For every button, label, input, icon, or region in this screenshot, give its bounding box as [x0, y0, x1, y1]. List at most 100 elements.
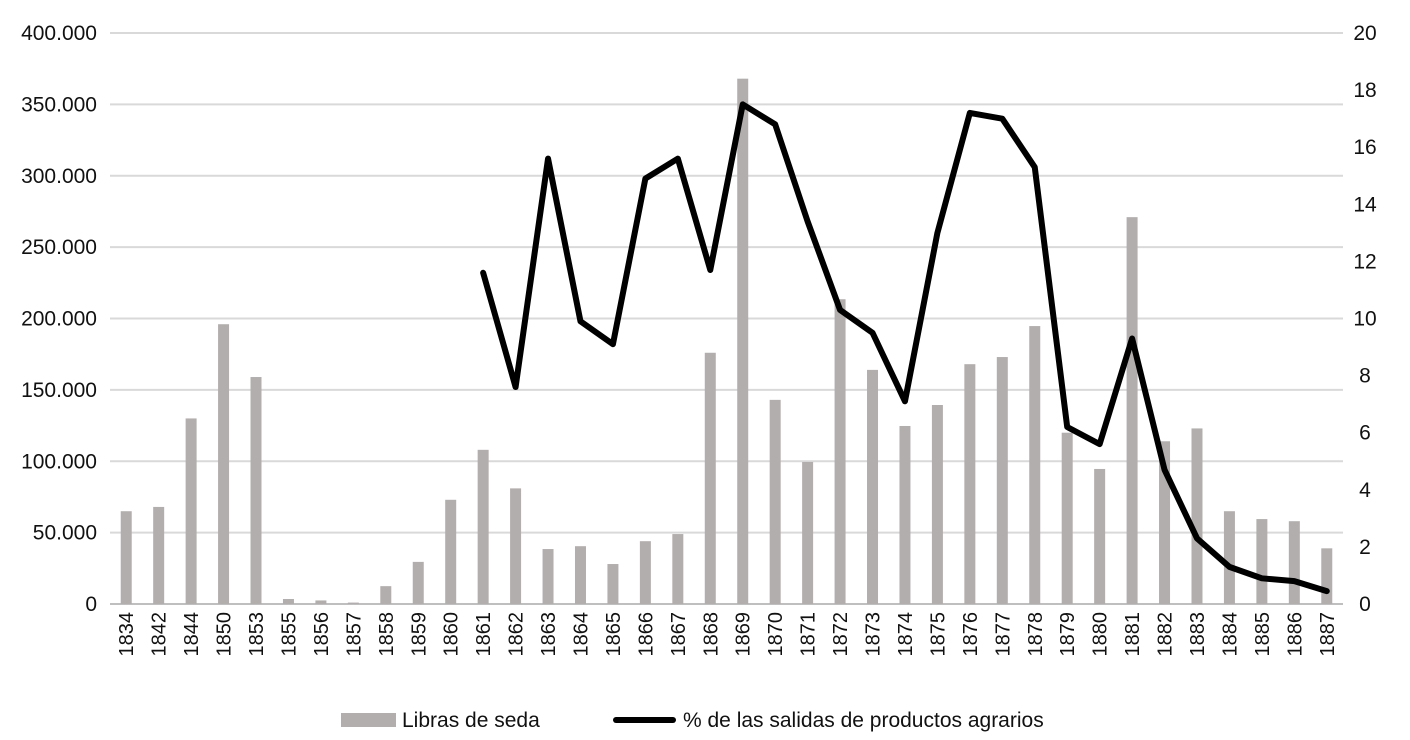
bar-1863 [543, 549, 554, 604]
x-tick-label: 1860 [441, 612, 463, 657]
bar-1866 [640, 541, 651, 604]
x-tick-label: 1884 [1219, 612, 1241, 657]
legend-swatch-bars [341, 713, 396, 727]
x-tick-label: 1856 [311, 612, 333, 657]
y-axis-right: 0 2 4 6 8 10 12 14 16 18 20 [1353, 22, 1377, 616]
bar-1859 [413, 562, 424, 604]
x-tick-label: 1871 [798, 612, 820, 657]
bar-1864 [575, 546, 586, 604]
x-tick-label: 1880 [1090, 612, 1112, 657]
x-tick-label: 1861 [473, 612, 495, 657]
x-tick-label: 1883 [1187, 612, 1209, 657]
x-tick-label: 1834 [116, 612, 138, 657]
x-tick-label: 1859 [408, 612, 430, 657]
bar-1842 [153, 507, 164, 604]
bar-1860 [445, 500, 456, 604]
bar-1871 [802, 462, 813, 604]
bar-1872 [835, 299, 846, 604]
bar-1874 [899, 426, 910, 604]
x-tick-label: 1855 [278, 612, 300, 657]
y-left-tick-label: 350.000 [21, 93, 97, 116]
x-tick-label: 1853 [246, 612, 268, 657]
y-right-tick-label: 2 [1359, 536, 1371, 559]
bar-1850 [218, 324, 229, 604]
y-right-tick-label: 8 [1359, 365, 1371, 388]
bar-1869 [737, 79, 748, 604]
x-tick-label: 1868 [700, 612, 722, 657]
x-tick-label: 1878 [1025, 612, 1047, 657]
bar-1868 [705, 353, 716, 604]
bar-1883 [1191, 428, 1202, 604]
y-left-tick-label: 400.000 [21, 22, 97, 45]
x-tick-label: 1863 [538, 612, 560, 657]
x-tick-label: 1842 [149, 612, 171, 657]
bar-1870 [770, 400, 781, 604]
x-tick-label: 1877 [992, 612, 1014, 657]
x-tick-label: 1864 [570, 612, 592, 657]
y-right-tick-label: 0 [1359, 593, 1371, 616]
bar-1876 [964, 364, 975, 604]
y-left-tick-label: 250.000 [21, 236, 97, 259]
y-right-tick-label: 16 [1353, 136, 1376, 159]
bar-1887 [1321, 548, 1332, 604]
legend-label-line: % de las salidas de productos agrarios [683, 709, 1044, 732]
bar-1862 [510, 488, 521, 604]
y-axis-left: 0 50.000 100.000 150.000 200.000 250.000 300.0… [21, 22, 97, 616]
bar-1878 [1029, 326, 1040, 604]
x-tick-label: 1876 [960, 612, 982, 657]
bar-1853 [251, 377, 262, 604]
x-tick-label: 1865 [603, 612, 625, 657]
x-tick-label: 1844 [181, 612, 203, 657]
y-right-tick-label: 4 [1359, 479, 1371, 502]
y-right-tick-label: 18 [1353, 79, 1376, 102]
gridlines [110, 33, 1343, 604]
x-tick-label: 1885 [1252, 612, 1274, 657]
x-tick-label: 1875 [927, 612, 949, 657]
bar-1884 [1224, 511, 1235, 604]
bar-1834 [121, 511, 132, 604]
x-tick-label: 1866 [635, 612, 657, 657]
bar-1856 [315, 600, 326, 604]
bar-1877 [997, 357, 1008, 604]
bar-1875 [932, 405, 943, 604]
x-tick-label: 1867 [668, 612, 690, 657]
bar-1858 [380, 586, 391, 604]
y-left-tick-label: 150.000 [21, 379, 97, 402]
bar-1881 [1127, 217, 1138, 604]
y-right-tick-label: 10 [1353, 308, 1376, 331]
bar-1861 [478, 450, 489, 604]
x-tick-label: 1869 [733, 612, 755, 657]
bar-1867 [672, 534, 683, 604]
y-left-tick-label: 100.000 [21, 450, 97, 473]
bar-series [121, 79, 1333, 604]
x-tick-label: 1872 [830, 612, 852, 657]
bar-1855 [283, 599, 294, 604]
y-left-tick-label: 50.000 [33, 522, 97, 545]
bar-1857 [348, 603, 359, 604]
y-left-tick-label: 300.000 [21, 165, 97, 188]
bar-1880 [1094, 469, 1105, 604]
x-tick-label: 1879 [1057, 612, 1079, 657]
bar-1865 [607, 564, 618, 604]
x-tick-label: 1874 [895, 612, 917, 657]
y-left-tick-label: 200.000 [21, 308, 97, 331]
bar-1886 [1289, 521, 1300, 604]
x-tick-label: 1887 [1317, 612, 1339, 657]
bar-1879 [1062, 433, 1073, 604]
bar-1873 [867, 370, 878, 604]
x-tick-label: 1857 [343, 612, 365, 657]
x-tick-label: 1870 [765, 612, 787, 657]
x-tick-label: 1873 [863, 612, 885, 657]
x-tick-label: 1862 [506, 612, 528, 657]
x-tick-label: 1881 [1122, 612, 1144, 657]
x-tick-label: 1850 [214, 612, 236, 657]
y-left-tick-label: 0 [85, 593, 97, 616]
y-right-tick-label: 14 [1353, 193, 1377, 216]
y-right-tick-label: 12 [1353, 250, 1376, 273]
y-right-tick-label: 20 [1353, 22, 1376, 45]
bar-1885 [1256, 519, 1267, 604]
legend: Libras de seda % de las salidas de produ… [341, 709, 1044, 732]
y-right-tick-label: 6 [1359, 422, 1371, 445]
